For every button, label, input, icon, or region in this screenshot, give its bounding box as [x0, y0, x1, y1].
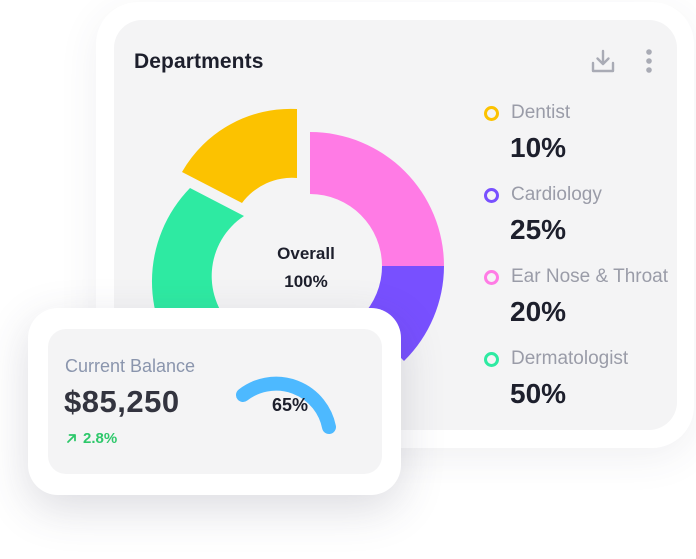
donut-segment-dentist[interactable] — [182, 108, 297, 203]
legend-label: Cardiology — [511, 184, 602, 205]
legend-dot-icon — [484, 188, 499, 203]
balance-label: Current Balance — [65, 356, 196, 376]
balance-amount: $85,250 — [64, 384, 180, 419]
balance-change: 2.8% — [66, 430, 117, 447]
legend-percent: 10% — [510, 132, 567, 163]
legend-dot-icon — [484, 352, 499, 367]
balance-gauge — [236, 376, 336, 434]
balance-change-value: 2.8% — [83, 430, 118, 447]
download-icon — [591, 49, 615, 73]
donut-center-label: Overall 100% — [264, 244, 348, 292]
download-button[interactable] — [588, 46, 618, 76]
legend-percent: 20% — [510, 296, 567, 327]
overall-value: 100% — [284, 272, 328, 291]
legend-percent: 50% — [510, 378, 567, 409]
legend-dot-icon — [484, 270, 499, 285]
balance-card-frame: Current Balance $85,250 2.8% 65% — [28, 308, 401, 495]
departments-title: Departments — [134, 50, 264, 73]
legend-label: Dermatologist — [511, 348, 629, 369]
donut-segment-ear-nose-throat[interactable] — [310, 132, 444, 266]
legend-label: Dentist — [511, 102, 571, 123]
balance-card: Current Balance $85,250 2.8% 65% — [48, 329, 382, 474]
more-options-button[interactable] — [636, 46, 662, 76]
overall-label: Overall — [277, 244, 335, 263]
gauge-percent: 65% — [271, 395, 309, 415]
legend-percent: 25% — [510, 214, 567, 245]
legend-dot-icon — [484, 106, 499, 121]
gauge-arc — [236, 376, 336, 434]
legend-label: Ear Nose & Throat — [511, 266, 669, 287]
arrow-up-right-icon — [67, 434, 76, 443]
more-vertical-icon — [646, 49, 652, 73]
